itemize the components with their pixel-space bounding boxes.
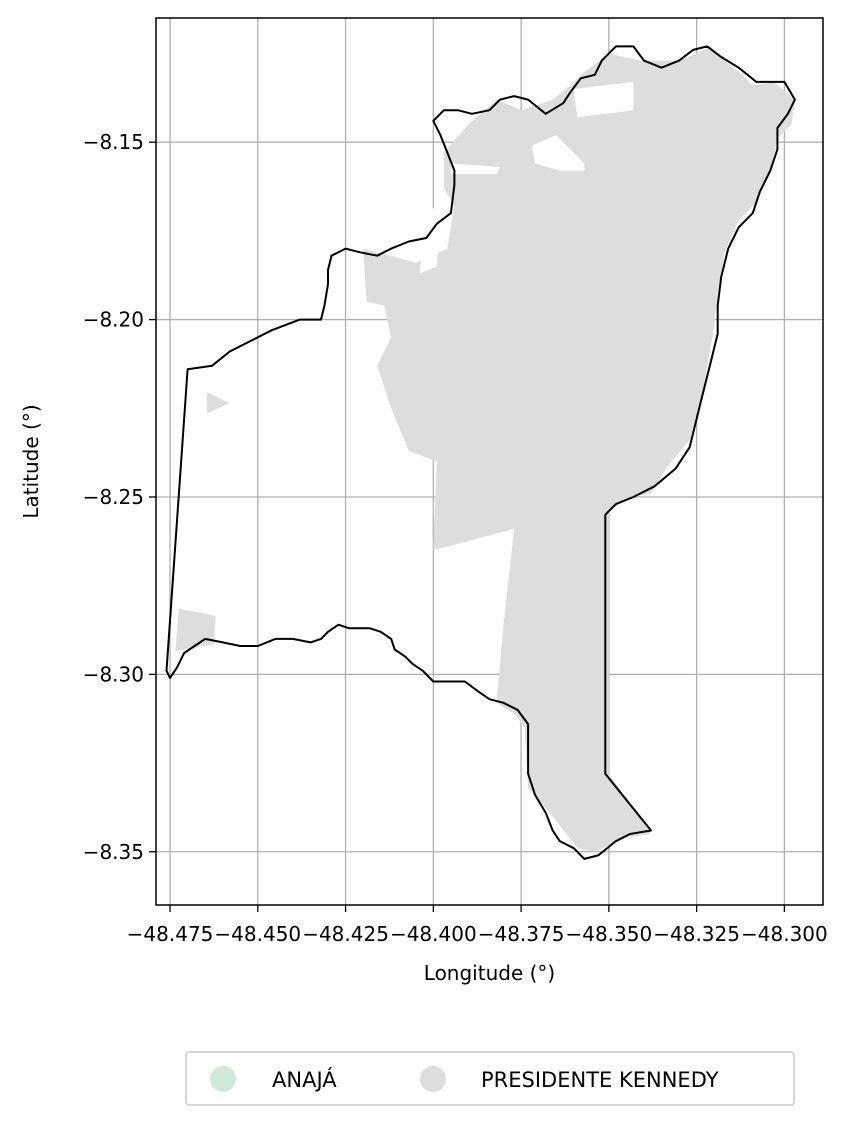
x-tick-label: −48.450 xyxy=(214,922,301,946)
x-tick-label: −48.400 xyxy=(390,922,477,946)
x-tick-label: −48.475 xyxy=(127,922,214,946)
y-tick-label: −8.25 xyxy=(83,485,144,509)
y-axis-ticks: −8.15 −8.20 −8.25 −8.30 −8.35 xyxy=(83,130,156,864)
legend: ANAJÁ PRESIDENTE KENNEDY xyxy=(185,1051,795,1106)
legend-marker-anaja xyxy=(210,1066,236,1092)
uncovered-area xyxy=(419,206,441,274)
x-axis-ticks: −48.475 −48.450 −48.425 −48.400 −48.375 −48.3… xyxy=(127,905,828,946)
legend-label-anaja: ANAJÁ xyxy=(272,1067,337,1092)
y-tick-label: −8.30 xyxy=(83,662,144,686)
y-tick-label: −8.20 xyxy=(83,308,144,332)
uncovered-area xyxy=(573,81,634,118)
municipality-outline xyxy=(165,45,796,860)
region-presidente-kennedy xyxy=(363,46,795,852)
x-tick-label: −48.425 xyxy=(302,922,389,946)
legend-frame xyxy=(185,1051,795,1106)
region-presidente-kennedy xyxy=(206,392,230,414)
uncovered-area xyxy=(450,163,500,175)
legend-label-presidente-kennedy: PRESIDENTE KENNEDY xyxy=(481,1068,719,1092)
map-regions xyxy=(175,46,795,852)
x-tick-label: −48.375 xyxy=(478,922,565,946)
y-axis-label: Latitude (°) xyxy=(19,404,43,518)
region-presidente-kennedy xyxy=(175,608,216,652)
y-tick-label: −8.15 xyxy=(83,130,144,154)
map-boundary xyxy=(165,45,796,860)
x-tick-label: −48.325 xyxy=(653,922,740,946)
axes-frame xyxy=(155,17,824,906)
legend-marker-presidente-kennedy xyxy=(420,1066,446,1092)
x-tick-label: −48.350 xyxy=(565,922,652,946)
y-tick-label: −8.35 xyxy=(83,840,144,864)
uncovered-area xyxy=(531,135,585,171)
x-axis-label: Longitude (°) xyxy=(424,961,555,985)
x-tick-label: −48.300 xyxy=(741,922,828,946)
